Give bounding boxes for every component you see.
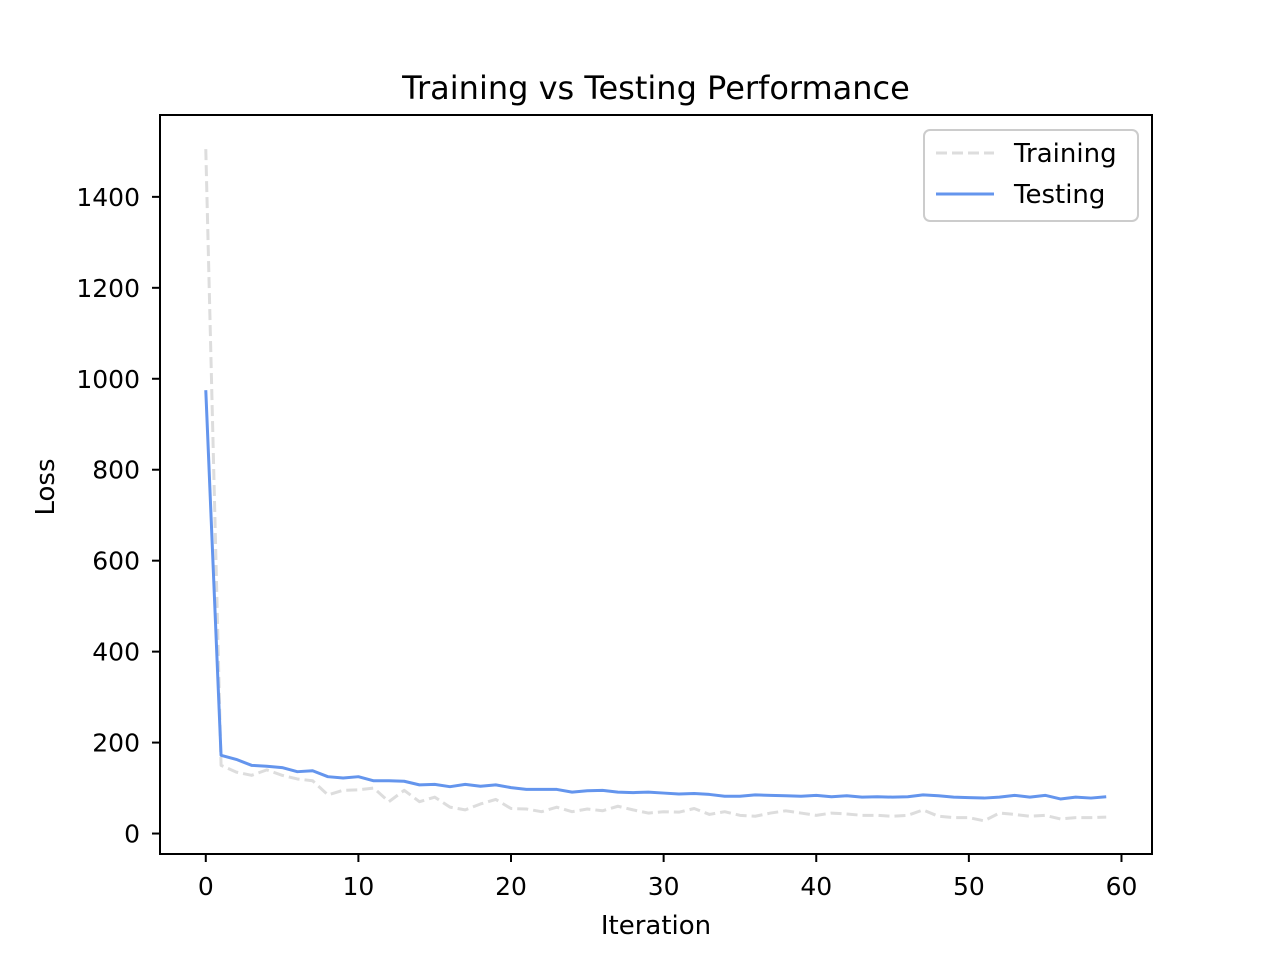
x-tick-label: 30 [648, 872, 680, 901]
y-tick-label: 1200 [76, 274, 140, 303]
x-tick-label: 10 [342, 872, 374, 901]
x-tick-label: 40 [800, 872, 832, 901]
x-tick-label: 20 [495, 872, 527, 901]
y-tick-label: 200 [92, 729, 140, 758]
plot-area [204, 149, 1107, 823]
y-axis-ticks: 0 200 400 600 800 1000 1200 1400 [76, 183, 160, 849]
x-tick-label: 0 [198, 872, 214, 901]
x-axis-label: Iteration [601, 911, 711, 941]
y-tick-label: 800 [92, 456, 140, 485]
y-axis-label: Loss [31, 458, 61, 515]
y-tick-label: 1000 [76, 365, 140, 394]
y-tick-label: 400 [92, 638, 140, 667]
x-tick-label: 60 [1106, 872, 1138, 901]
legend-training-label: Training [1013, 139, 1117, 169]
x-axis-ticks: 0 10 20 30 40 50 60 [198, 854, 1138, 901]
plot-frame [159, 114, 1153, 855]
series-line-testing [204, 390, 1107, 801]
y-tick-label: 600 [92, 547, 140, 576]
y-tick-label: 1400 [76, 183, 140, 212]
chart-title: Training vs Testing Performance [401, 69, 910, 107]
y-tick-label: 0 [124, 820, 140, 849]
legend-testing-label: Testing [1013, 180, 1105, 210]
legend: Training Testing [923, 129, 1139, 222]
x-tick-label: 50 [953, 872, 985, 901]
series-line-training [204, 149, 1107, 823]
